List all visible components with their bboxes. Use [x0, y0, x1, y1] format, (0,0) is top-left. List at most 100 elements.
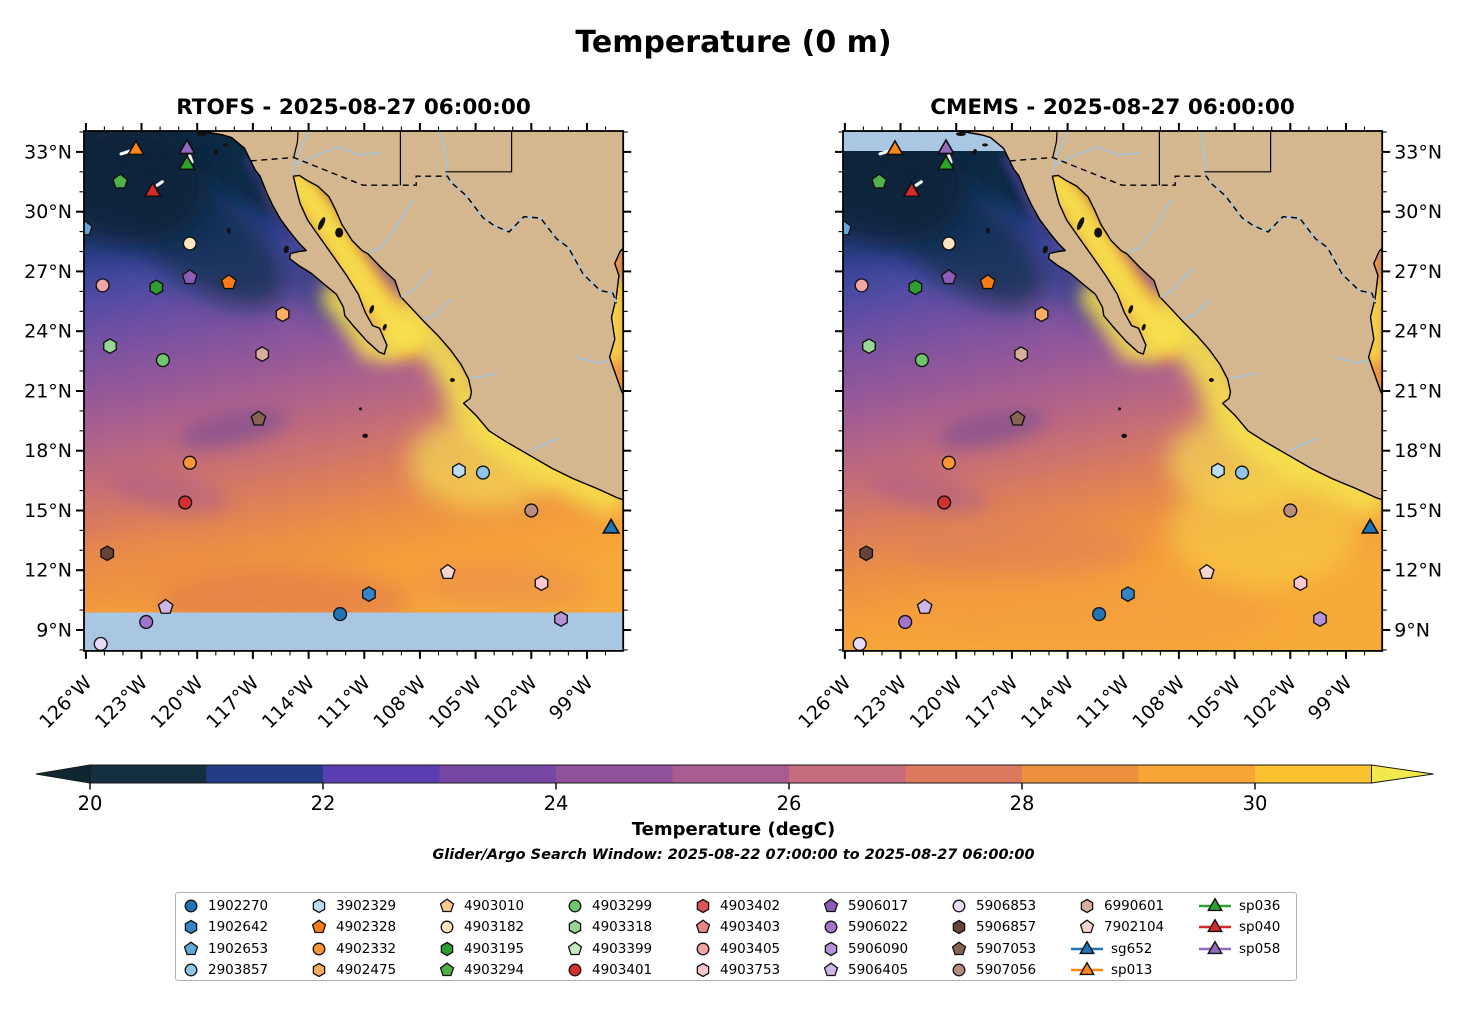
marker-1902270: [333, 607, 348, 622]
lat-tick-label: 30°N: [24, 201, 72, 223]
marker-4902332: [182, 455, 197, 470]
lon-tick-label: 126°W: [35, 672, 96, 733]
lat-tick-label: 21°N: [1394, 381, 1442, 403]
legend-label: sp040: [1239, 919, 1281, 936]
lat-tick-label: 30°N: [1394, 201, 1442, 223]
colorbar-tick-label: 26: [777, 792, 802, 815]
river: [440, 131, 449, 177]
legend-label: 4903195: [464, 940, 525, 957]
map-panel-cmems: 33°N 30°N 27°N 24°N 21°N 18°N 15°N 12°N 9°N 126°W…: [794, 123, 1442, 733]
us-mexico-border: [250, 156, 617, 304]
legend-float-icon: [1080, 898, 1094, 913]
legend-entry-4903195: 4903195: [437, 939, 524, 959]
river: [401, 268, 434, 298]
marker-sp058: [177, 138, 197, 155]
river: [1288, 438, 1317, 453]
legend-label: 4903402: [720, 897, 781, 914]
legend-float-icon: [951, 941, 967, 955]
legend-entry-sg652: sg652: [1070, 939, 1152, 959]
marker-6990601: [255, 346, 270, 363]
marker-4902475: [275, 306, 290, 323]
island: [1128, 305, 1134, 314]
marker-5906857: [859, 545, 874, 562]
legend-entry-4903402: 4903402: [693, 896, 780, 916]
island: [283, 245, 289, 254]
legend-label: 2903857: [208, 962, 269, 979]
lat-tick-label: 12°N: [1394, 560, 1442, 582]
marker-1902642: [361, 586, 376, 603]
marker-4903182: [182, 236, 197, 251]
legend-float-icon: [440, 920, 454, 934]
legend-entry-4903294: 4903294: [437, 960, 524, 980]
colorbar-tick-label: 20: [78, 792, 103, 815]
marker-4903195: [149, 279, 164, 296]
legend-entry-5907056: 5907056: [949, 960, 1036, 980]
lon-tick-label: 126°W: [794, 672, 855, 733]
legend-glider-icon: [1071, 961, 1103, 976]
river: [1160, 268, 1193, 298]
legend-float-icon: [184, 899, 198, 912]
marker-4902475: [1034, 306, 1049, 323]
legend-float-icon: [696, 942, 710, 956]
island: [1042, 245, 1048, 254]
lon-tick-label: 120°W: [906, 672, 967, 733]
legend-entry-4903010: 4903010: [437, 896, 524, 916]
glider-track: [914, 180, 923, 187]
nodata-band-northwest: [843, 132, 1008, 151]
legend-entry-4903318: 4903318: [565, 917, 652, 937]
state-borders: [293, 131, 513, 186]
legend-entry-1902270: 1902270: [181, 896, 268, 916]
legend-label: sp058: [1239, 940, 1281, 957]
island: [317, 217, 326, 231]
lat-tick-label: 24°N: [24, 321, 72, 343]
legend-label: 4903405: [720, 940, 781, 957]
glider-track: [947, 154, 953, 164]
lat-tick-label: 15°N: [1394, 500, 1442, 522]
lat-tick-label: 9°N: [36, 620, 72, 642]
river: [1230, 372, 1258, 379]
legend-label: 1902653: [208, 940, 269, 957]
lon-tick-label: 99°W: [545, 672, 598, 725]
river: [292, 131, 310, 174]
lat-tick-label: 15°N: [24, 500, 72, 522]
legend-label: 4903399: [592, 940, 653, 957]
lat-tick-label: 33°N: [1394, 141, 1442, 163]
marker-4903318: [862, 338, 876, 355]
marker-4903294: [112, 173, 129, 189]
legend-entry-1902653: 1902653: [181, 939, 268, 959]
legend-label: 5906017: [848, 897, 909, 914]
marker-5906090: [554, 611, 568, 628]
glider-track: [119, 149, 132, 156]
colorbar: 20 22 24 26 28 30: [35, 764, 1434, 815]
legend-entry-6990601: 6990601: [1077, 896, 1164, 916]
marker-4903294: [871, 173, 888, 189]
marker-sp058: [936, 138, 956, 155]
legend-float-icon: [184, 963, 198, 977]
marker-4903753: [534, 575, 549, 592]
legend-label: 5907056: [976, 962, 1037, 979]
river: [1334, 356, 1369, 364]
lat-tick-label: 33°N: [24, 141, 72, 163]
lat-tick-label: 24°N: [1394, 321, 1442, 343]
river: [424, 298, 452, 320]
legend-float-icon: [312, 942, 326, 956]
glider-track: [155, 180, 164, 187]
legend-entry-1902642: 1902642: [181, 917, 268, 937]
legend-float-icon: [696, 963, 710, 978]
lat-tick-label: 18°N: [1394, 440, 1442, 462]
lon-tick-label: 123°W: [850, 672, 911, 733]
island: [1094, 227, 1103, 238]
island: [226, 227, 231, 234]
panel-title-rtofs: RTOFS - 2025-08-27 06:00:00: [176, 95, 531, 120]
island: [985, 227, 990, 234]
lon-tick-label: 108°W: [369, 672, 430, 733]
island: [972, 148, 977, 155]
legend-entry-4903405: 4903405: [693, 939, 780, 959]
legend-entry-4902332: 4902332: [309, 939, 396, 959]
maps-and-colorbar-canvas: 33°N 30°N 27°N 24°N 21°N 18°N 15°N 12°N 9°N 126°W…: [24, 123, 1442, 815]
lat-tick-label: 12°N: [24, 560, 72, 582]
legend-float-icon: [184, 919, 198, 935]
glider-track: [188, 154, 194, 164]
legend-entry-4903399: 4903399: [565, 939, 652, 959]
